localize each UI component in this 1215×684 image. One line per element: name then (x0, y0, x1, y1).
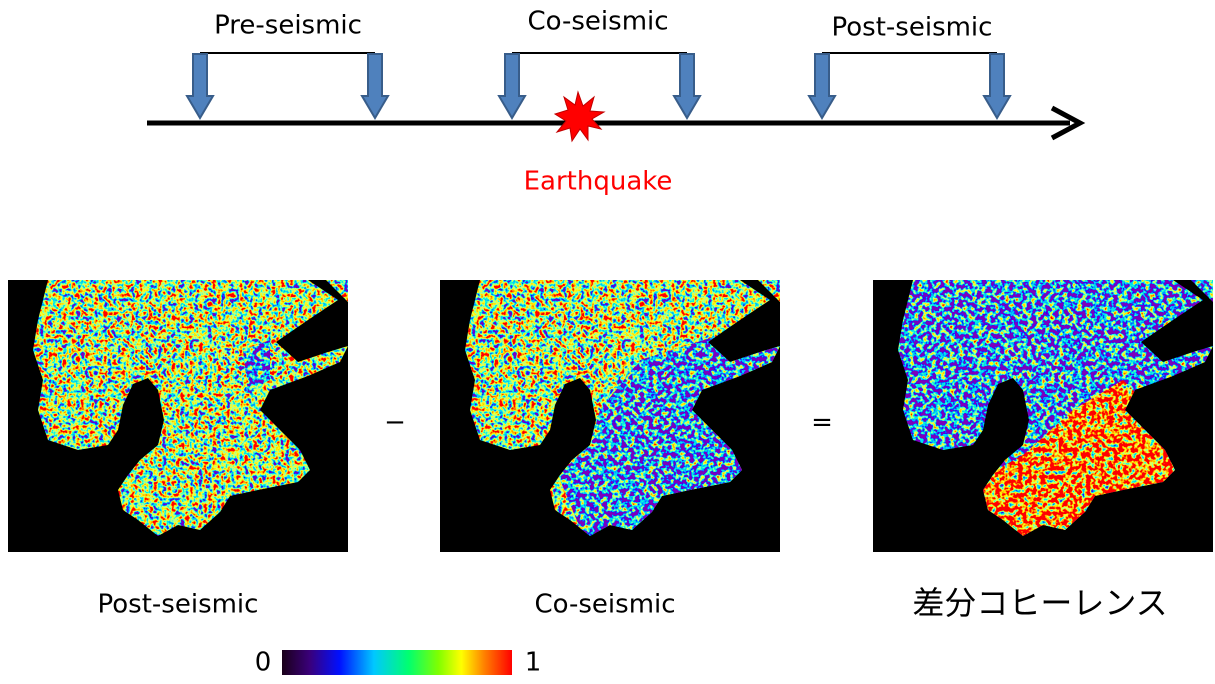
figure: Pre-seismic Co-seismic Post-seismic Eart… (0, 0, 1215, 684)
bracket (187, 53, 388, 118)
colorbar-max: 1 (525, 648, 542, 678)
operator: − (384, 408, 406, 438)
period-label: Co-seismic (527, 7, 668, 37)
coherence-map (873, 280, 1213, 552)
panel-caption: Co-seismic (534, 590, 675, 620)
coherence-map (8, 280, 348, 552)
colorbar-gradient (282, 650, 512, 675)
operator: = (811, 408, 833, 438)
period-label: Pre-seismic (214, 11, 362, 41)
panel-caption: Post-seismic (98, 590, 259, 620)
colorbar: 0 1 (255, 648, 542, 678)
bracket (499, 53, 700, 118)
bracket (809, 53, 1010, 118)
panel-caption: 差分コヒーレンス (912, 584, 1167, 622)
period-label: Post-seismic (832, 13, 993, 43)
timeline: Pre-seismic Co-seismic Post-seismic Eart… (147, 7, 1080, 197)
colorbar-min: 0 (255, 648, 272, 678)
coherence-map (440, 280, 785, 552)
event-label: Earthquake (524, 167, 673, 197)
earthquake-star (555, 92, 604, 141)
